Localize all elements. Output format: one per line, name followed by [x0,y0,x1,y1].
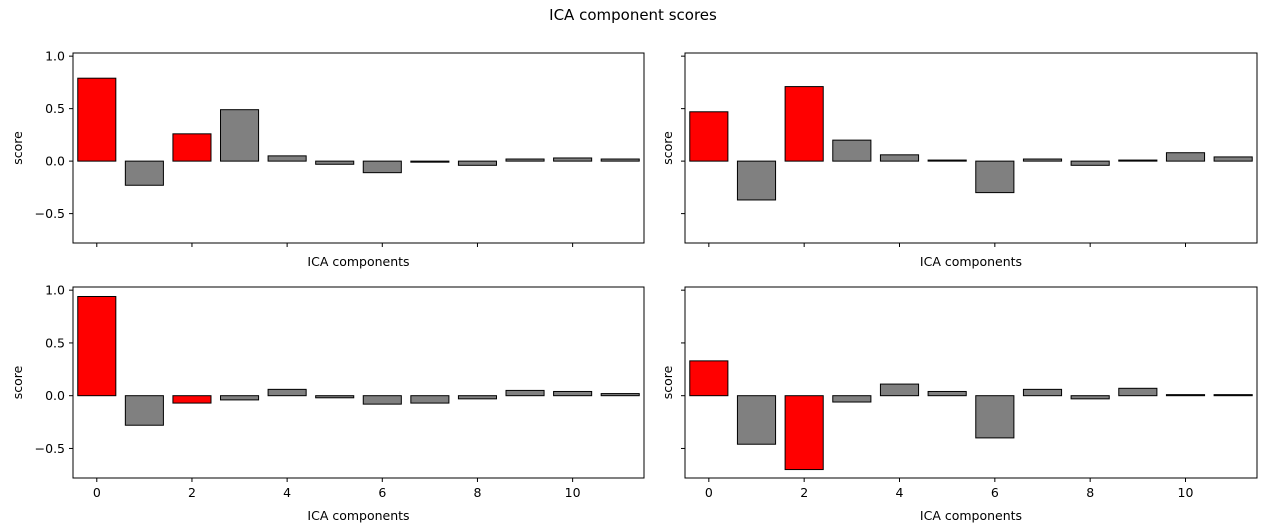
bar-component-9 [1118,159,1158,162]
y-tick-label: 0.5 [45,335,65,350]
x-tick-label: 8 [1086,485,1094,500]
bar-component-1 [124,160,164,186]
bar-component-9 [505,158,545,162]
bar-component-9 [1118,387,1158,397]
bar-component-0 [689,360,729,397]
bar-component-4 [267,155,307,162]
bar-component-2 [784,86,824,162]
bar-component-6 [362,395,402,405]
bar-component-5 [315,395,355,399]
bar-component-2 [172,133,212,162]
bar-component-1 [124,395,164,426]
y-axis-label: score [660,365,675,399]
bar-component-0 [77,295,117,397]
bar-component-9 [505,389,545,397]
y-axis-label: score [660,131,675,165]
x-tick-label: 4 [283,485,291,500]
axes-frame [684,286,1258,479]
subplot-4: 0 2 4 6 8 10 ICA components score [660,286,1258,523]
bar-component-8 [1070,160,1110,166]
bar-component-3 [832,139,872,162]
axes-frame [72,286,645,479]
subplot-3: −0.5 0.0 0.5 1.0 0 2 4 6 8 10 ICA components score [10,283,645,523]
bar-component-1 [736,160,777,201]
subplot-2: ICA components score [660,52,1258,269]
bar-component-8 [457,160,497,166]
x-tick-label: 0 [705,485,713,500]
x-tick-label: 4 [896,485,904,500]
bar-component-10 [1165,394,1206,397]
y-tick-label: 0.5 [45,101,65,116]
y-tick-label: 0.0 [45,388,65,403]
x-tick-label: 0 [93,485,101,500]
bar-component-5 [927,390,967,397]
axes-frame [684,52,1258,244]
bar-component-11 [1213,156,1253,162]
bar-component-11 [1213,394,1253,397]
y-tick-label: 0.0 [45,154,65,169]
x-tick-label: 2 [188,485,196,500]
bar-component-4 [267,388,307,397]
y-tick-label: −0.5 [35,441,65,456]
bar-component-7 [410,395,450,404]
bar-component-4 [879,154,920,162]
bar-component-11 [600,158,640,162]
bar-component-6 [362,160,402,174]
x-axis-label: ICA components [307,508,409,523]
y-tick-label: 1.0 [45,283,65,298]
bar-component-8 [1070,395,1110,400]
x-axis-label: ICA components [920,254,1022,269]
bar-component-5 [315,160,355,165]
bar-component-3 [220,109,260,162]
bar-component-5 [927,159,967,162]
bar-component-8 [457,395,497,400]
bar-component-2 [172,395,212,404]
bar-component-7 [410,160,450,163]
bar-component-6 [975,395,1015,439]
x-tick-label: 8 [473,485,481,500]
bar-component-3 [220,395,260,401]
x-tick-label: 6 [378,485,386,500]
bar-component-7 [1022,388,1063,397]
x-tick-label: 6 [991,485,999,500]
x-tick-label: 10 [565,485,581,500]
subplot-1: −0.5 0.0 0.5 1.0 ICA components score [10,49,645,269]
figure-title: ICA component scores [549,6,717,24]
y-tick-label: −0.5 [35,206,65,221]
x-tick-label: 10 [1178,485,1194,500]
bar-component-2 [784,395,824,471]
bar-component-10 [1165,152,1206,162]
bar-component-10 [553,157,593,162]
bar-component-1 [736,395,777,445]
bar-component-11 [600,393,640,397]
bar-component-10 [553,390,593,397]
bar-component-4 [879,383,920,397]
x-tick-label: 2 [800,485,808,500]
axes-frame [72,52,645,244]
bar-component-0 [689,111,729,162]
bar-component-0 [77,77,117,162]
bar-component-3 [832,395,872,403]
bar-component-7 [1022,158,1063,162]
x-axis-label: ICA components [307,254,409,269]
bar-component-6 [975,160,1015,194]
y-axis-label: score [10,131,25,165]
y-tick-label: 1.0 [45,49,65,64]
y-axis-label: score [10,365,25,399]
x-axis-label: ICA components [920,508,1022,523]
